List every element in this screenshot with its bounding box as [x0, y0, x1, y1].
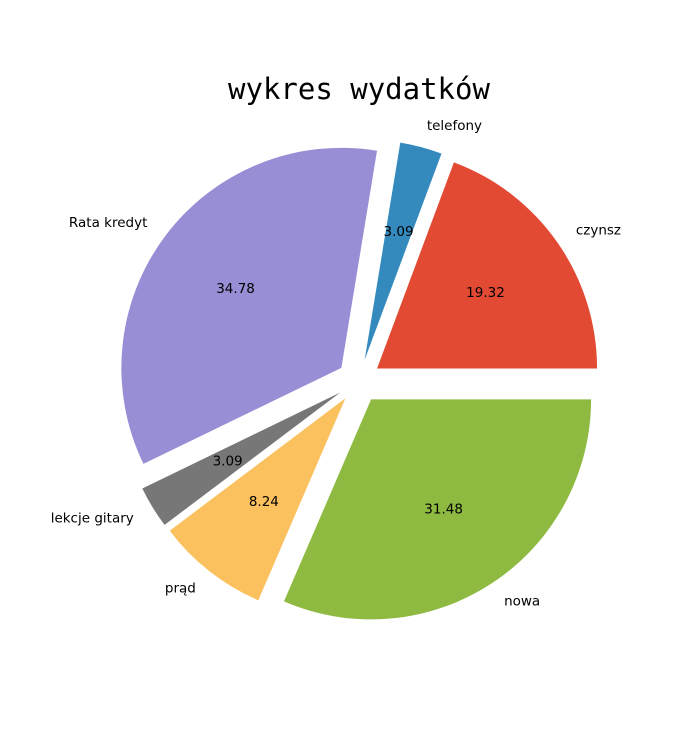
pie-slice-prad — [169, 398, 346, 601]
pie-category-label-prad: prąd — [165, 581, 196, 597]
pie-slice-czynsz — [377, 162, 598, 369]
pie-category-label-rata-kredyt: Rata kredyt — [69, 215, 147, 231]
pie-category-label-lekcje-gitary: lekcje gitary — [51, 511, 134, 527]
pie-value-label-lekcje-gitary: 3.09 — [213, 453, 243, 469]
pie-category-label-telefony: telefony — [427, 118, 482, 134]
pie-value-label-czynsz: 19.32 — [466, 285, 505, 301]
pie-slice-rata-kredyt — [121, 147, 378, 464]
chart-title: wykres wydatków — [228, 72, 490, 106]
pie-slice-nowa — [283, 399, 592, 620]
pie-value-label-telefony: 3.09 — [384, 224, 414, 240]
pie-category-label-nowa: nowa — [504, 594, 540, 610]
pie-value-label-prad: 8.24 — [249, 494, 279, 510]
pie-value-label-rata-kredyt: 34.78 — [216, 281, 255, 297]
pie-slice-lekcje-gitary — [142, 392, 341, 525]
pie-slices — [121, 142, 598, 620]
pie-category-label-czynsz: czynsz — [576, 222, 621, 238]
pie-labels: 19.32 czynsz 3.09 telefony 34.78 Rata kredyt 3… — [51, 118, 621, 610]
pie-slice-telefony — [364, 142, 442, 360]
pie-value-label-nowa: 31.48 — [424, 502, 463, 518]
